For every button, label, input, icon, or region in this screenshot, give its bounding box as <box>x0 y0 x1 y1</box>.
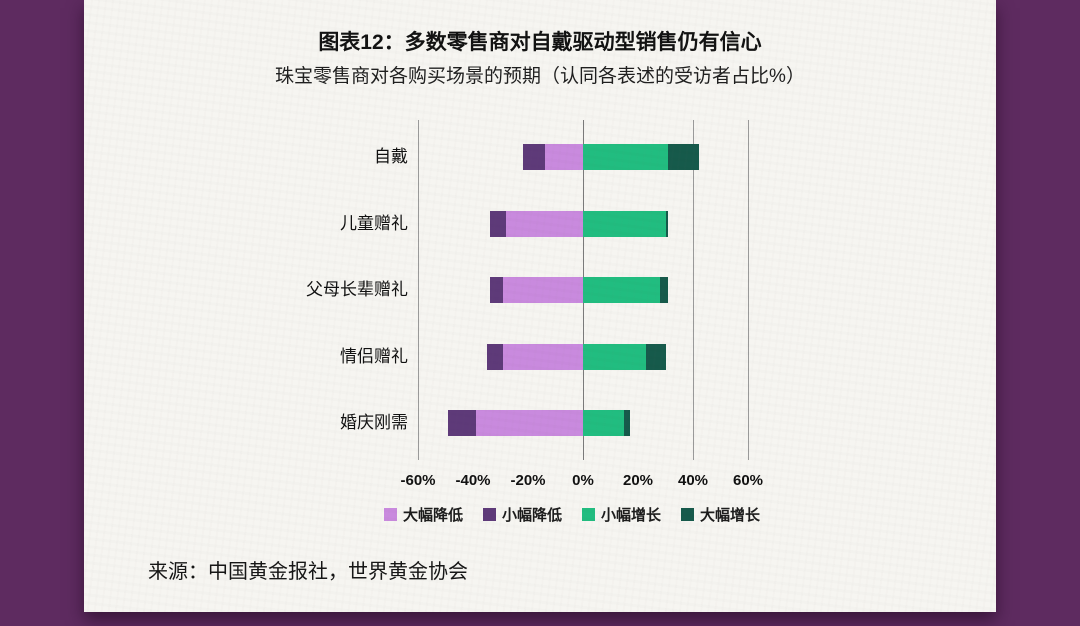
legend-item: 小幅增长 <box>582 504 661 525</box>
bar-segment <box>624 410 630 436</box>
x-axis-tick-label: 40% <box>677 472 709 489</box>
bar-chart: -60% -40% -20% 0% 20% 40% 60% 自戴儿童赠礼父母长辈赠礼情侣赠礼婚… <box>84 120 996 492</box>
chart-title: 图表12：多数零售商对自戴驱动型销售仍有信心 <box>318 31 762 54</box>
category-label: 儿童赠礼 <box>340 213 408 233</box>
legend-item: 大幅降低 <box>383 504 463 525</box>
source-note: 来源：中国黄金报社，世界黄金协会 <box>148 561 468 583</box>
bar-segment <box>665 210 669 237</box>
bar-segment <box>522 144 545 170</box>
category-label: 父母长辈赠礼 <box>306 280 408 299</box>
bar-segment <box>544 144 583 170</box>
bar-segment <box>506 210 583 237</box>
bar-segment <box>583 277 660 303</box>
bar-segment <box>489 277 504 303</box>
bar-segment <box>583 410 625 436</box>
x-axis-tick-label: 60% <box>732 472 764 489</box>
bar-segment <box>489 210 506 237</box>
x-axis-tick-label: -20% <box>510 472 546 489</box>
legend-item: 小幅降低 <box>482 504 562 525</box>
bar-segment <box>660 277 669 303</box>
legend-swatch <box>582 508 595 521</box>
bar-segment <box>646 343 666 370</box>
legend-label: 大幅降低 <box>402 507 463 524</box>
legend-item: 大幅增长 <box>681 504 760 525</box>
x-axis-tick-label: -40% <box>455 472 491 489</box>
legend-swatch <box>383 508 397 521</box>
category-label: 自戴 <box>374 147 408 166</box>
x-axis-tick-label: 20% <box>622 472 654 489</box>
report-page: 图表12：多数零售商对自戴驱动型销售仍有信心 珠宝零售商对各购买场景的预期（认同… <box>84 0 996 612</box>
bar-segment <box>583 343 647 370</box>
x-axis-tick-label: -60% <box>400 472 436 489</box>
gridline <box>418 120 419 460</box>
bar-segment <box>486 343 504 370</box>
legend-swatch <box>681 508 695 521</box>
bar-segment <box>583 144 669 170</box>
bar-segment <box>448 410 476 436</box>
bar-segment <box>475 410 583 436</box>
x-axis-tick-label: 0% <box>572 472 594 489</box>
legend-label: 大幅增长 <box>700 507 761 524</box>
bar-segment <box>668 144 699 170</box>
category-label: 婚庆刚需 <box>340 413 408 432</box>
legend-label: 小幅降低 <box>501 507 562 524</box>
gridline <box>748 120 749 460</box>
bar-segment <box>503 277 583 303</box>
bar-segment <box>503 343 583 370</box>
category-label: 情侣赠礼 <box>340 346 408 366</box>
legend-label: 小幅增长 <box>601 507 662 524</box>
chart-subtitle: 珠宝零售商对各购买场景的预期（认同各表述的受访者占比%） <box>275 66 805 87</box>
chart-legend: 大幅降低 小幅降低 小幅增长 大幅增长 <box>116 504 1028 525</box>
legend-swatch <box>482 508 496 521</box>
bar-segment <box>583 210 666 237</box>
gridline <box>693 120 694 460</box>
